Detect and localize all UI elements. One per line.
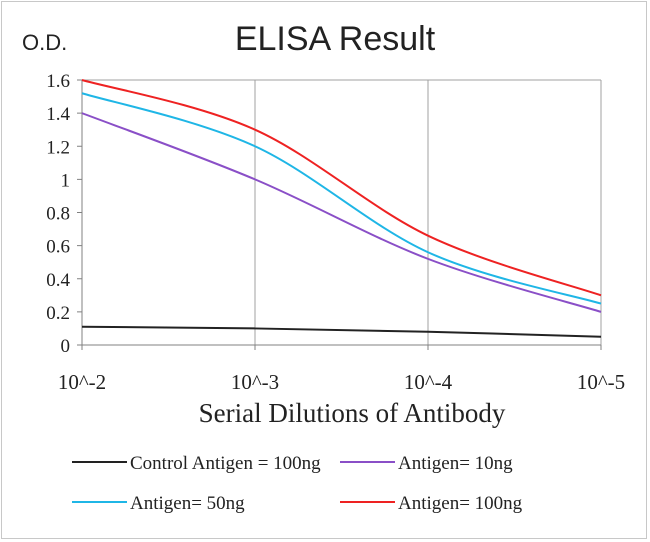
series-line-0 <box>81 325 602 338</box>
axes <box>77 79 602 350</box>
series-line-2 <box>81 92 602 305</box>
x-tick-label: 10^-2 <box>58 370 106 394</box>
legend-label-1: Antigen= 10ng <box>398 453 513 474</box>
legend: Control Antigen = 100ng Antigen= 10ng Anti… <box>72 453 523 514</box>
x-tick-labels: 10^-2 10^-3 10^-4 10^-5 <box>58 370 625 394</box>
x-axis-label: Serial Dilutions of Antibody <box>199 398 506 428</box>
y-tick-label: 1 <box>61 170 71 191</box>
x-tick-label: 10^-4 <box>404 370 453 394</box>
legend-label-3: Antigen= 100ng <box>398 493 523 514</box>
series-line-3 <box>81 79 602 297</box>
y-tick-labels: 0 0.2 0.4 0.6 0.8 1 1.2 1.4 1.6 <box>46 71 70 357</box>
y-tick-label: 0.4 <box>46 270 70 291</box>
grid-lines <box>82 79 602 345</box>
y-axis-label: O.D. <box>22 30 67 55</box>
y-tick-label: 1.6 <box>46 71 70 92</box>
legend-label-2: Antigen= 50ng <box>130 493 245 514</box>
x-tick-label: 10^-5 <box>577 370 625 394</box>
y-tick-label: 1.2 <box>46 137 70 158</box>
chart-title: ELISA Result <box>235 20 436 58</box>
y-tick-label: 0.8 <box>46 204 70 225</box>
series-line-1 <box>81 112 602 313</box>
legend-label-0: Control Antigen = 100ng <box>130 453 321 474</box>
x-tick-label: 10^-3 <box>231 370 279 394</box>
y-tick-label: 1.4 <box>46 104 70 125</box>
y-tick-label: 0 <box>61 336 71 357</box>
y-tick-label: 0.6 <box>46 237 70 258</box>
series-lines <box>81 79 602 338</box>
y-tick-label: 0.2 <box>46 303 70 324</box>
